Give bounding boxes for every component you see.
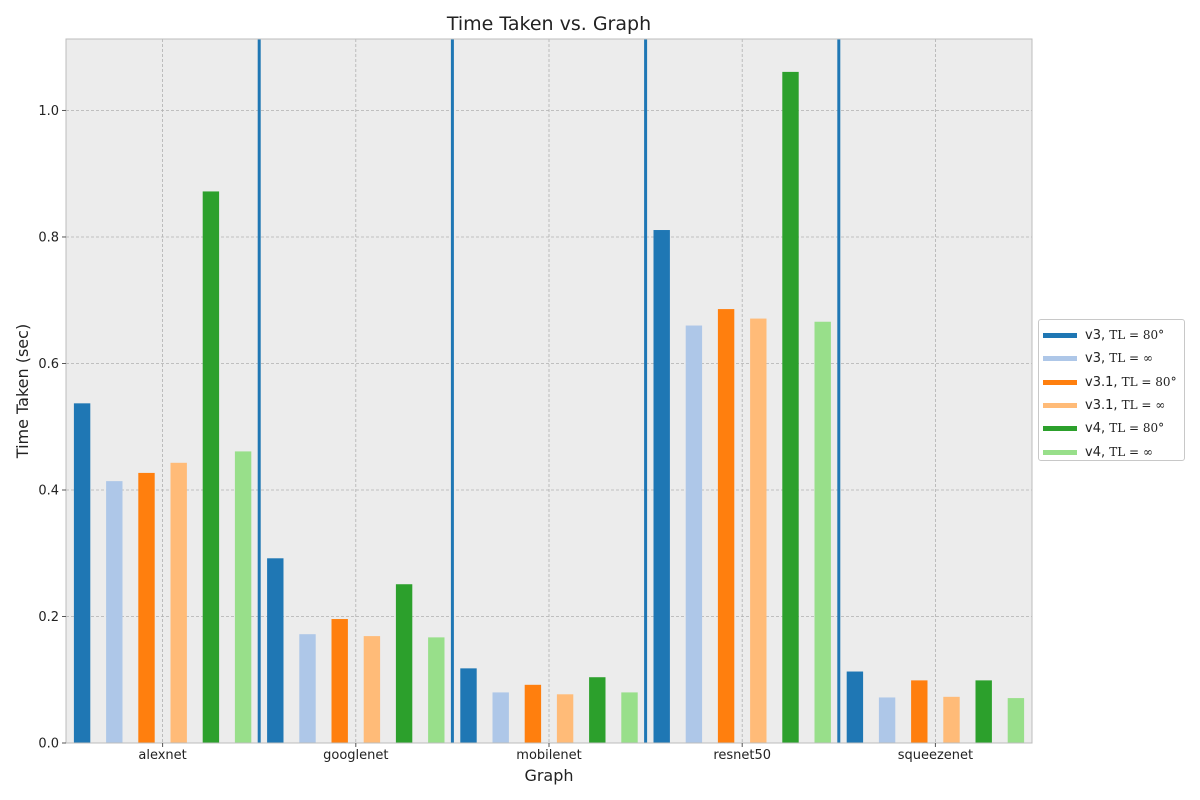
legend-series-tl: TL = ∞	[1109, 351, 1153, 366]
bar	[653, 230, 670, 743]
bar	[106, 481, 123, 743]
x-axis-label: Graph	[524, 766, 573, 785]
bar	[170, 462, 187, 743]
legend-item: v3, TL = ∞	[1043, 347, 1184, 370]
bar	[395, 584, 413, 743]
legend-item: v4, TL = ∞	[1043, 440, 1184, 463]
legend-label: v3.1, TL = ∞	[1085, 398, 1165, 413]
legend-swatch	[1043, 426, 1077, 432]
legend-series-version: v3,	[1085, 328, 1106, 344]
legend-label: v3, TL = 80°	[1085, 328, 1164, 343]
bar	[589, 677, 606, 743]
x-tick-label: resnet50	[713, 748, 771, 763]
y-tick-label: 1.0	[38, 104, 59, 119]
x-ticks: alexnet googlenet mobilenet resnet50 squeeze…	[138, 743, 973, 763]
legend: v3, TL = 80° v3, TL = ∞ v3.1, TL = 80° v3.1…	[1038, 319, 1185, 461]
legend-item: v4, TL = 80°	[1043, 417, 1184, 440]
legend-item: v3, TL = 80°	[1043, 324, 1184, 347]
bar	[782, 71, 799, 743]
legend-swatch	[1043, 403, 1077, 409]
bar	[331, 619, 348, 743]
x-tick-label: alexnet	[138, 748, 186, 763]
legend-swatch	[1043, 356, 1077, 362]
legend-item: v3.1, TL = 80°	[1043, 371, 1184, 394]
bar	[750, 318, 767, 743]
bar	[878, 697, 896, 743]
bar	[1007, 698, 1025, 743]
group-separators	[257, 39, 841, 743]
legend-series-version: v4,	[1085, 421, 1106, 437]
legend-series-version: v3,	[1085, 351, 1106, 367]
legend-series-version: v3.1,	[1085, 398, 1118, 414]
bar	[685, 325, 703, 743]
legend-label: v3.1, TL = 80°	[1085, 375, 1177, 390]
bar	[492, 692, 509, 743]
grid-lines	[66, 39, 1032, 743]
legend-swatch	[1043, 333, 1077, 339]
bar	[846, 671, 864, 743]
legend-label: v4, TL = 80°	[1085, 421, 1164, 436]
bar	[556, 694, 574, 743]
bar	[717, 309, 735, 743]
bar	[428, 637, 445, 743]
legend-swatch	[1043, 449, 1077, 455]
bar	[943, 696, 960, 743]
y-tick-label: 0.6	[38, 357, 59, 372]
bar	[460, 668, 477, 743]
bar	[363, 636, 381, 743]
bar	[621, 692, 638, 743]
bar	[267, 558, 284, 743]
bar	[138, 472, 155, 743]
legend-label: v3, TL = ∞	[1085, 351, 1153, 366]
y-tick-label: 0.8	[38, 230, 59, 245]
x-tick-label: mobilenet	[516, 748, 581, 763]
legend-series-tl: TL = ∞	[1109, 444, 1153, 459]
bar	[73, 403, 91, 743]
y-tick-label: 0.2	[38, 610, 59, 625]
legend-label: v4, TL = ∞	[1085, 445, 1153, 460]
y-axis-label: Time Taken (sec)	[13, 324, 32, 459]
bar	[975, 680, 992, 743]
y-tick-label: 0.4	[38, 483, 59, 498]
legend-swatch	[1043, 379, 1077, 385]
bars	[73, 71, 1025, 743]
legend-series-version: v4,	[1085, 444, 1106, 460]
legend-series-version: v3.1,	[1085, 374, 1118, 390]
bar	[814, 321, 831, 743]
legend-item: v3.1, TL = ∞	[1043, 394, 1184, 417]
bar	[911, 680, 928, 743]
legend-series-tl: TL = ∞	[1121, 398, 1166, 413]
bar	[299, 634, 316, 743]
legend-series-tl: TL = 80°	[1109, 328, 1165, 343]
bar	[524, 684, 542, 743]
bar	[234, 451, 252, 743]
legend-series-tl: TL = 80°	[1109, 421, 1165, 436]
chart-title: Time Taken vs. Graph	[446, 13, 651, 35]
legend-series-tl: TL = 80°	[1121, 374, 1177, 389]
y-ticks: 0.0 0.2 0.4 0.6 0.8 1.0	[38, 104, 66, 752]
y-tick-label: 0.0	[38, 737, 59, 752]
x-tick-label: googlenet	[323, 748, 388, 763]
bar	[202, 191, 220, 743]
x-tick-label: squeezenet	[898, 748, 973, 763]
